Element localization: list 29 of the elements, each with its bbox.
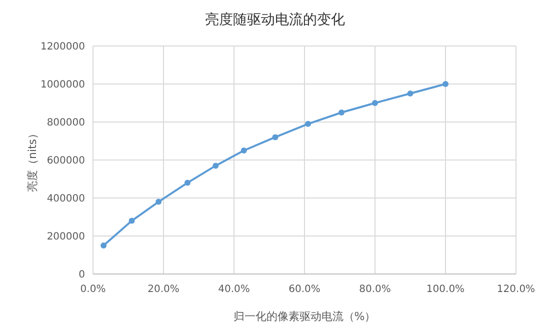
x-tick-label: 40.0% bbox=[218, 284, 250, 295]
x-tick-label: 100.0% bbox=[426, 284, 465, 295]
y-tick-label: 0 bbox=[78, 270, 85, 280]
y-tick-label: 1200000 bbox=[40, 42, 85, 52]
y-tick-label: 200000 bbox=[46, 232, 85, 242]
y-tick-label: 1000000 bbox=[40, 80, 85, 90]
chart-title: 亮度随驱动电流的变化 bbox=[205, 12, 345, 28]
point bbox=[442, 81, 448, 87]
y-tick-label: 600000 bbox=[46, 156, 85, 166]
point bbox=[212, 162, 219, 169]
point bbox=[407, 90, 414, 96]
point bbox=[184, 180, 190, 186]
point bbox=[100, 242, 107, 248]
point bbox=[305, 120, 312, 127]
x-tick-label: 20.0% bbox=[148, 284, 180, 295]
y-tick-label: 800000 bbox=[46, 118, 85, 128]
y-axis-title: 亮度（nits） bbox=[26, 128, 39, 192]
point bbox=[128, 218, 135, 224]
point bbox=[338, 110, 345, 116]
x-axis-title: 归一化的像素驱动电流（%） bbox=[233, 310, 376, 323]
x-tick-label: 0.0% bbox=[80, 284, 106, 295]
x-tick-label: 80.0% bbox=[359, 284, 391, 295]
y-tick-label: 400000 bbox=[46, 194, 85, 204]
point bbox=[240, 148, 247, 154]
point bbox=[272, 134, 278, 140]
point bbox=[372, 100, 378, 106]
x-tick-label: 60.0% bbox=[288, 284, 320, 295]
x-tick-label: 120.0% bbox=[496, 284, 536, 295]
point bbox=[156, 198, 162, 205]
